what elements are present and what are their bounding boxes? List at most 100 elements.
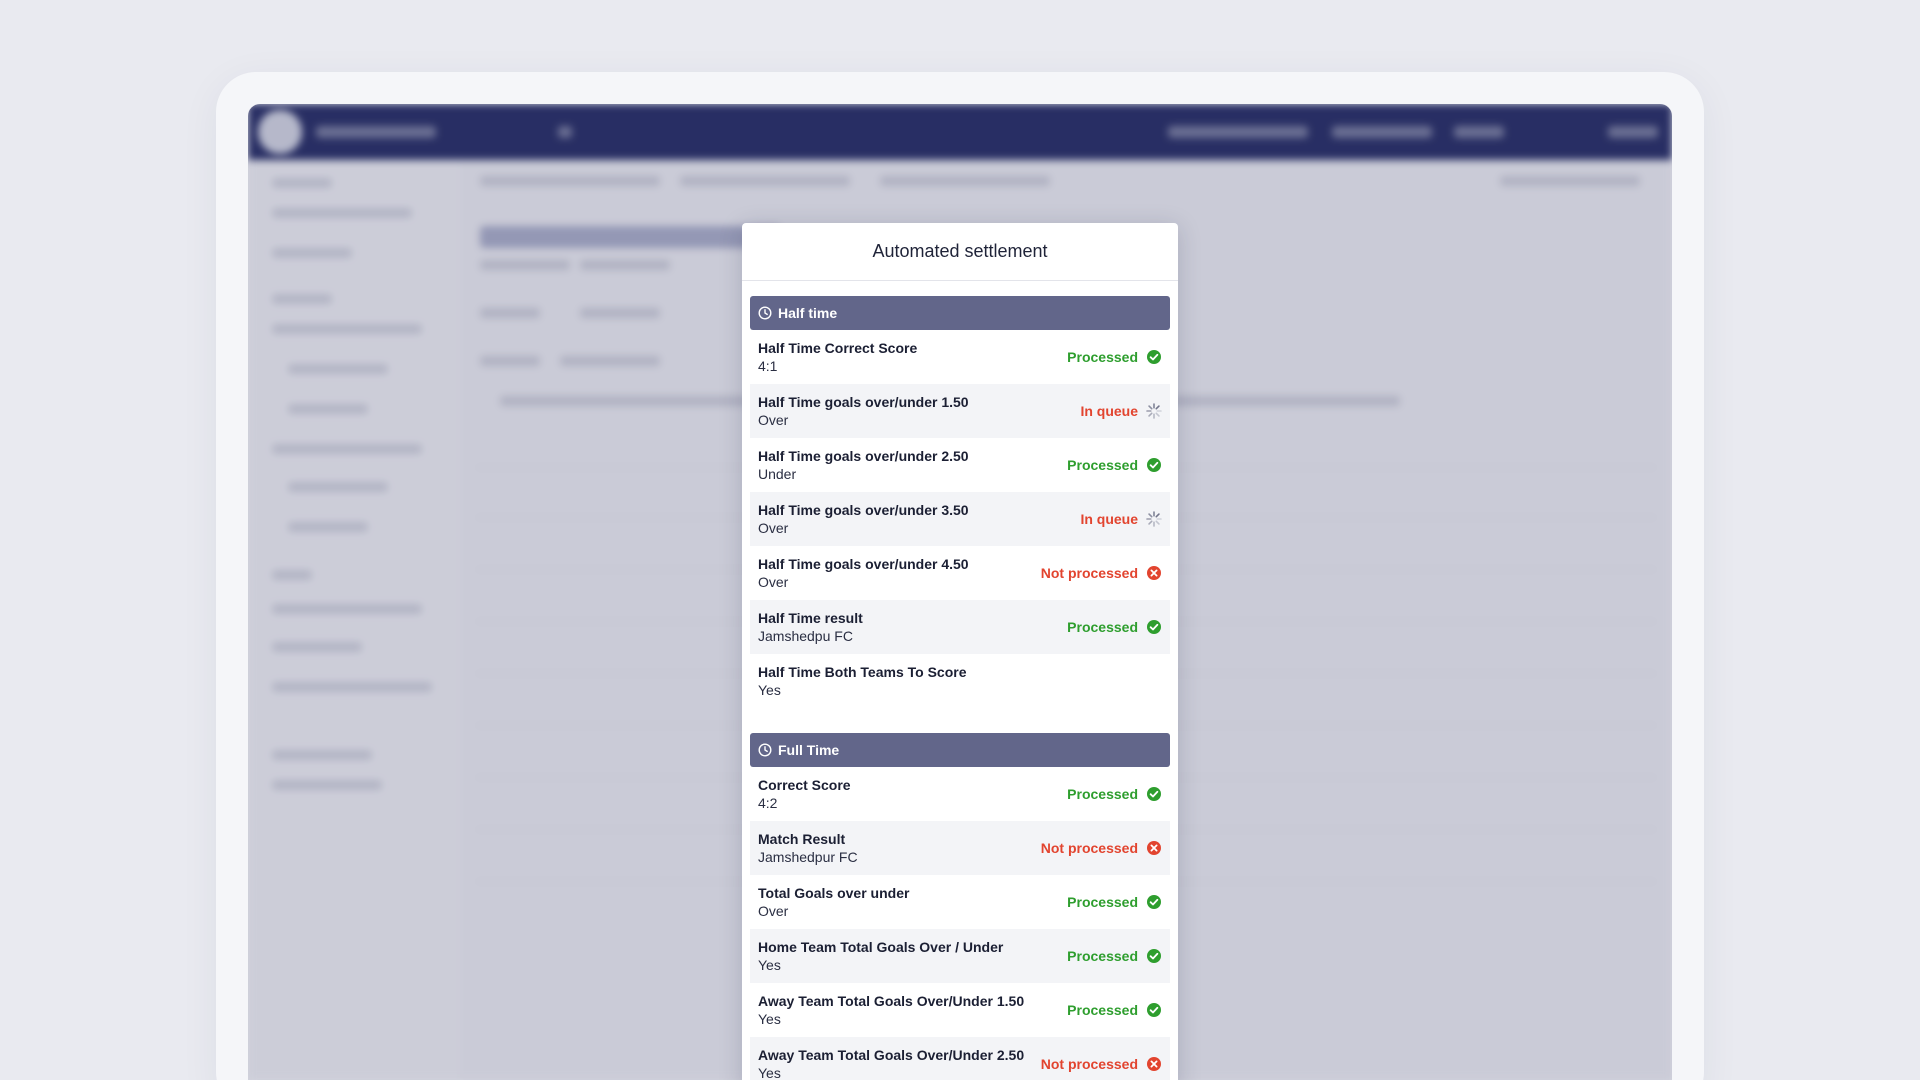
market-name: Half Time Correct Score (758, 340, 918, 356)
x-circle-icon (1146, 840, 1162, 856)
market-name: Half Time goals over/under 3.50 (758, 502, 969, 518)
status-label: Processed (1067, 786, 1138, 802)
settlement-row[interactable]: Match Result Jamshedpur FC Not processed (750, 821, 1170, 875)
status-badge: Not processed (1041, 565, 1162, 581)
settlement-row[interactable]: Half Time Correct Score 4:1 Processed (750, 330, 1170, 384)
sidebar (248, 160, 460, 1080)
app-logo (258, 110, 302, 154)
clock-icon (758, 743, 772, 757)
market-outcome: Yes (758, 1065, 781, 1080)
status-label: Processed (1067, 1002, 1138, 1018)
market-outcome: Yes (758, 1011, 781, 1027)
check-circle-icon (1146, 349, 1162, 365)
status-badge: In queue (1080, 511, 1162, 527)
status-badge: Processed (1067, 457, 1162, 473)
market-outcome: 4:2 (758, 795, 778, 811)
settlement-row[interactable]: Half Time goals over/under 1.50 Over In qu… (750, 384, 1170, 438)
row-text: Half Time goals over/under 2.50 Under (758, 447, 969, 483)
row-text: Home Team Total Goals Over / Under Yes (758, 938, 1003, 974)
settlement-rows: Correct Score 4:2 Processed Match Result Jam… (750, 767, 1170, 1080)
row-text: Match Result Jamshedpur FC (758, 830, 858, 866)
section-half-time: Half time Half Time Correct Score 4:1 Proc… (750, 296, 1170, 708)
settlement-row[interactable]: Half Time goals over/under 2.50 Under Proc… (750, 438, 1170, 492)
check-circle-icon (1146, 619, 1162, 635)
market-name: Home Team Total Goals Over / Under (758, 939, 1004, 955)
check-circle-icon (1146, 894, 1162, 910)
status-label: Not processed (1040, 1056, 1138, 1072)
check-circle-icon (1146, 457, 1162, 473)
market-name: Away Team Total Goals Over/Under 1.50 (758, 993, 1025, 1009)
row-text: Half Time goals over/under 3.50 Over (758, 501, 969, 537)
row-text: Half Time goals over/under 1.50 Over (758, 393, 969, 429)
status-badge: Not processed (1041, 840, 1162, 856)
market-outcome: Jamshedpu FC (758, 628, 853, 644)
section-label: Half time (778, 305, 838, 321)
status-badge: Processed (1067, 1002, 1162, 1018)
status-badge: Not processed (1041, 1056, 1162, 1072)
section-full-time: Full Time Correct Score 4:2 Processed Match… (750, 733, 1170, 1080)
settlement-row[interactable]: Away Team Total Goals Over/Under 1.50 Yes… (750, 983, 1170, 1037)
market-name: Match Result (758, 831, 846, 847)
settlement-row[interactable]: Half Time goals over/under 4.50 Over Not p… (750, 546, 1170, 600)
market-name: Correct Score (758, 777, 851, 793)
row-text: Total Goals over under Over (758, 884, 909, 920)
settlement-rows: Half Time Correct Score 4:1 Processed Half … (750, 330, 1170, 708)
status-badge: Processed (1067, 349, 1162, 365)
check-circle-icon (1146, 786, 1162, 802)
top-navigation-bar (248, 104, 1672, 160)
row-text: Away Team Total Goals Over/Under 1.50 Yes (758, 992, 1024, 1028)
market-outcome: Yes (758, 957, 781, 973)
automated-settlement-modal: Automated settlement Half time Half Time… (742, 223, 1178, 1080)
status-label: Not processed (1040, 565, 1138, 581)
market-name: Half Time goals over/under 2.50 (758, 448, 969, 464)
status-label: Processed (1067, 948, 1138, 964)
market-name: Half Time goals over/under 1.50 (758, 394, 969, 410)
row-text: Half Time result Jamshedpu FC (758, 609, 863, 645)
status-badge: Processed (1067, 786, 1162, 802)
check-circle-icon (1146, 948, 1162, 964)
status-label: Processed (1067, 894, 1138, 910)
section-header: Half time (750, 296, 1170, 330)
market-name: Total Goals over under (758, 885, 910, 901)
check-circle-icon (1146, 1002, 1162, 1018)
market-name: Away Team Total Goals Over/Under 2.50 (758, 1047, 1025, 1063)
settlement-row[interactable]: Half Time result Jamshedpu FC Processed (750, 600, 1170, 654)
market-outcome: 4:1 (758, 358, 778, 374)
settlement-row[interactable]: Away Team Total Goals Over/Under 2.50 Yes… (750, 1037, 1170, 1080)
status-badge: Processed (1067, 948, 1162, 964)
market-name: Half Time goals over/under 4.50 (758, 556, 969, 572)
status-badge: In queue (1080, 403, 1162, 419)
clock-icon (758, 306, 772, 320)
modal-header: Automated settlement (742, 223, 1178, 281)
status-label: Processed (1067, 349, 1138, 365)
x-circle-icon (1146, 1056, 1162, 1072)
settlement-row[interactable]: Home Team Total Goals Over / Under Yes Pro… (750, 929, 1170, 983)
row-text: Half Time Correct Score 4:1 (758, 339, 917, 375)
market-outcome: Over (758, 574, 789, 590)
section-header: Full Time (750, 733, 1170, 767)
market-name: Half Time Both Teams To Score (758, 664, 967, 680)
x-circle-icon (1146, 565, 1162, 581)
market-outcome: Over (758, 903, 789, 919)
market-outcome: Under (758, 466, 797, 482)
spinner-icon (1146, 403, 1162, 419)
status-badge: Processed (1067, 619, 1162, 635)
status-label: Processed (1067, 457, 1138, 473)
market-outcome: Over (758, 520, 789, 536)
settlement-row[interactable]: Half Time goals over/under 3.50 Over In qu… (750, 492, 1170, 546)
status-badge: Processed (1067, 894, 1162, 910)
status-label: In queue (1080, 511, 1138, 527)
spinner-icon (1146, 511, 1162, 527)
status-label: In queue (1080, 403, 1138, 419)
status-label: Processed (1067, 619, 1138, 635)
market-name: Half Time result (758, 610, 863, 626)
row-text: Half Time Both Teams To Score Yes (758, 663, 967, 699)
row-text: Half Time goals over/under 4.50 Over (758, 555, 969, 591)
row-text: Correct Score 4:2 (758, 776, 851, 812)
settlement-row[interactable]: Total Goals over under Over Processed (750, 875, 1170, 929)
settlement-row[interactable]: Correct Score 4:2 Processed (750, 767, 1170, 821)
status-label: Not processed (1040, 840, 1138, 856)
modal-title: Automated settlement (872, 241, 1048, 261)
market-outcome: Over (758, 412, 789, 428)
settlement-row[interactable]: Half Time Both Teams To Score Yes (750, 654, 1170, 708)
